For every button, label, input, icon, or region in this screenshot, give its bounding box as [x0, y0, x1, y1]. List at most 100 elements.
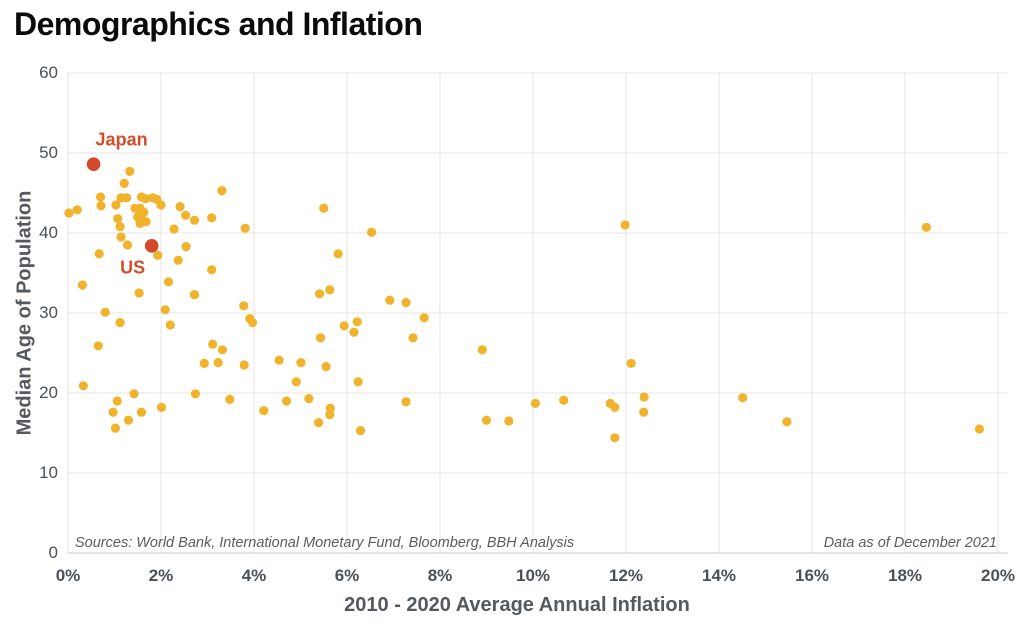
data-point [319, 203, 329, 213]
x-tick-label: 6% [334, 566, 360, 585]
data-point [385, 295, 395, 305]
chart-title: Demographics and Inflation [14, 6, 423, 42]
y-tick-label: 40 [39, 223, 58, 242]
y-axis-title: Median Age of Population [13, 190, 36, 436]
data-point [95, 192, 106, 202]
y-tick-label: 50 [39, 143, 58, 162]
data-point [141, 217, 151, 227]
x-tick-label: 14% [701, 566, 737, 585]
data-point [156, 200, 166, 210]
data-point [367, 227, 377, 237]
data-point [175, 202, 185, 212]
y-tick-label: 20 [39, 383, 58, 402]
data-point [190, 389, 201, 399]
data-point [93, 341, 103, 351]
x-tick-label: 18% [887, 566, 923, 585]
data-point [119, 178, 129, 188]
data-point [111, 200, 121, 210]
data-point [153, 250, 163, 260]
data-point [165, 320, 175, 330]
data-point [304, 394, 314, 404]
x-tick-label: 4% [241, 566, 267, 585]
data-point [296, 358, 306, 368]
x-tick-label: 2% [148, 566, 174, 585]
data-point [504, 416, 514, 426]
data-point [419, 313, 429, 323]
data-point [620, 220, 630, 230]
x-tick-label: 0% [55, 566, 81, 585]
data-point [94, 249, 104, 259]
data-point [217, 345, 227, 355]
data-point [481, 415, 492, 425]
data-point [121, 193, 132, 203]
data-point [921, 222, 931, 232]
data-point [181, 210, 191, 220]
data-point [477, 345, 487, 355]
highlighted-data-point [86, 157, 101, 171]
y-tick-label: 60 [39, 63, 58, 82]
data-point [248, 318, 258, 328]
data-point [353, 377, 363, 387]
data-point [530, 398, 540, 408]
data-point [207, 265, 217, 275]
data-point [199, 358, 209, 368]
x-tick-label: 10% [515, 566, 551, 585]
data-point [314, 289, 325, 299]
country-label-japan: Japan [95, 129, 148, 150]
data-point [125, 166, 135, 176]
x-tick-label: 20% [980, 566, 1016, 585]
highlighted-data-point [144, 239, 159, 253]
data-point [626, 358, 636, 368]
data-point [339, 321, 349, 331]
data-point [349, 327, 359, 337]
data-point [163, 277, 174, 287]
data-point [72, 205, 82, 215]
data-point [239, 301, 249, 311]
data-point [639, 392, 649, 402]
data-point [115, 222, 125, 232]
y-tick-label: 0 [48, 543, 58, 562]
country-label-us: US [120, 257, 146, 278]
data-point [610, 402, 620, 412]
data-point [315, 333, 326, 343]
data-point [213, 358, 223, 368]
y-tick-label: 30 [39, 303, 58, 322]
data-point [559, 395, 569, 405]
data-point [115, 318, 125, 328]
data-point [333, 249, 343, 259]
data-point [408, 333, 418, 343]
data-point [134, 288, 144, 298]
data-point [239, 360, 249, 370]
data-point [64, 208, 74, 218]
data-point [78, 381, 88, 391]
data-point [181, 242, 191, 252]
x-tick-label: 12% [608, 566, 644, 585]
data-point [281, 396, 292, 406]
data-point [110, 423, 121, 433]
data-point [259, 406, 269, 416]
data-point [274, 355, 284, 365]
data-point [189, 290, 200, 300]
x-axis-title: 2010 - 2020 Average Annual Inflation [344, 594, 690, 616]
data-point [738, 393, 748, 403]
data-point [208, 339, 218, 349]
data-point [321, 362, 331, 372]
data-point [189, 215, 200, 225]
data-point [782, 417, 792, 427]
data-point [291, 377, 301, 387]
data-point [122, 240, 133, 250]
data-point [108, 407, 118, 417]
data-point [610, 433, 620, 443]
data-point [113, 214, 123, 224]
x-tick-label: 8% [427, 566, 453, 585]
data-point [77, 280, 88, 290]
data-point [139, 207, 149, 217]
data-point [173, 255, 183, 265]
data-point [325, 403, 335, 413]
y-tick-label: 10 [39, 463, 58, 482]
data-point [974, 424, 985, 434]
data-point [325, 285, 335, 295]
x-tick-label: 16% [794, 566, 830, 585]
data-point [314, 418, 324, 428]
